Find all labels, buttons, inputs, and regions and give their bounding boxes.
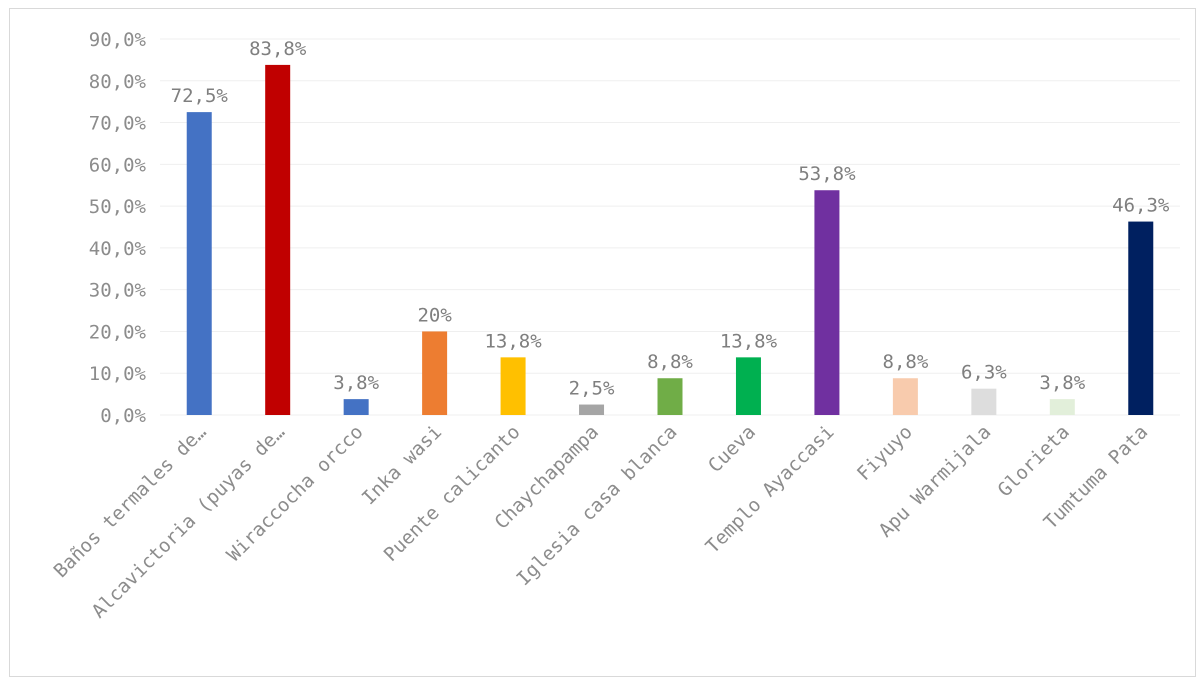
x-category-label: Templo Ayaccasi bbox=[702, 421, 839, 558]
data-label: 6,3% bbox=[961, 362, 1007, 384]
chart-container: 0,0% 10,0% 20,0% 30,0% 40,0% 50,0% 60,0% 70,0% 8… bbox=[9, 8, 1196, 677]
data-label: 8,8% bbox=[647, 351, 693, 373]
x-category-label: Wiraccocha orcco bbox=[223, 421, 368, 566]
bar bbox=[265, 64, 291, 415]
y-tick-label: 80,0% bbox=[89, 71, 147, 93]
data-labels: 72,5% 83,8% 3,8% 20% 13,8% 2,5% 8,8% 13,8% 53,8%… bbox=[171, 38, 1170, 400]
bar bbox=[971, 388, 997, 415]
bar bbox=[186, 112, 212, 415]
bar bbox=[657, 378, 683, 415]
data-label: 83,8% bbox=[249, 38, 307, 60]
bar bbox=[579, 404, 605, 415]
y-tick-label: 60,0% bbox=[89, 154, 147, 176]
bar bbox=[735, 357, 761, 415]
x-category-label: Fiyuyo bbox=[853, 421, 917, 485]
bar bbox=[500, 357, 526, 415]
y-tick-label: 30,0% bbox=[89, 280, 147, 302]
data-label: 3,8% bbox=[1039, 372, 1085, 394]
data-label: 2,5% bbox=[569, 378, 615, 400]
bar bbox=[1128, 221, 1154, 415]
data-label: 20% bbox=[417, 304, 452, 326]
data-label: 46,3% bbox=[1112, 195, 1170, 217]
bar bbox=[814, 190, 840, 415]
data-label: 3,8% bbox=[333, 372, 379, 394]
bar bbox=[422, 331, 448, 415]
bar-chart: 0,0% 10,0% 20,0% 30,0% 40,0% 50,0% 60,0% 70,0% 8… bbox=[50, 29, 1180, 623]
bar bbox=[343, 399, 369, 415]
data-label: 13,8% bbox=[720, 330, 778, 352]
x-category-label: Baños termales de… bbox=[50, 421, 211, 582]
bar bbox=[1049, 399, 1075, 415]
x-axis-categories: Baños termales de…Alcavictoria (puyas de… bbox=[50, 421, 1153, 623]
y-tick-label: 0,0% bbox=[100, 405, 146, 427]
y-tick-label: 10,0% bbox=[89, 363, 147, 385]
data-label: 13,8% bbox=[484, 330, 542, 352]
x-category-label: Cueva bbox=[704, 421, 760, 477]
y-tick-label: 20,0% bbox=[89, 321, 147, 343]
y-tick-label: 70,0% bbox=[89, 113, 147, 135]
y-tick-label: 90,0% bbox=[89, 29, 147, 51]
y-axis-ticks: 0,0% 10,0% 20,0% 30,0% 40,0% 50,0% 60,0% 70,0% 8… bbox=[89, 29, 147, 427]
bar bbox=[892, 378, 918, 415]
data-label: 72,5% bbox=[171, 85, 229, 107]
x-category-label: Glorieta bbox=[994, 421, 1074, 501]
x-category-label: Iglesia casa blanca bbox=[512, 421, 681, 590]
bars bbox=[186, 64, 1154, 415]
data-label: 53,8% bbox=[798, 163, 856, 185]
y-tick-label: 40,0% bbox=[89, 238, 147, 260]
x-category-label: Puente calicanto bbox=[380, 421, 525, 566]
gridlines bbox=[160, 38, 1180, 416]
y-tick-label: 50,0% bbox=[89, 196, 147, 218]
data-label: 8,8% bbox=[883, 351, 929, 373]
